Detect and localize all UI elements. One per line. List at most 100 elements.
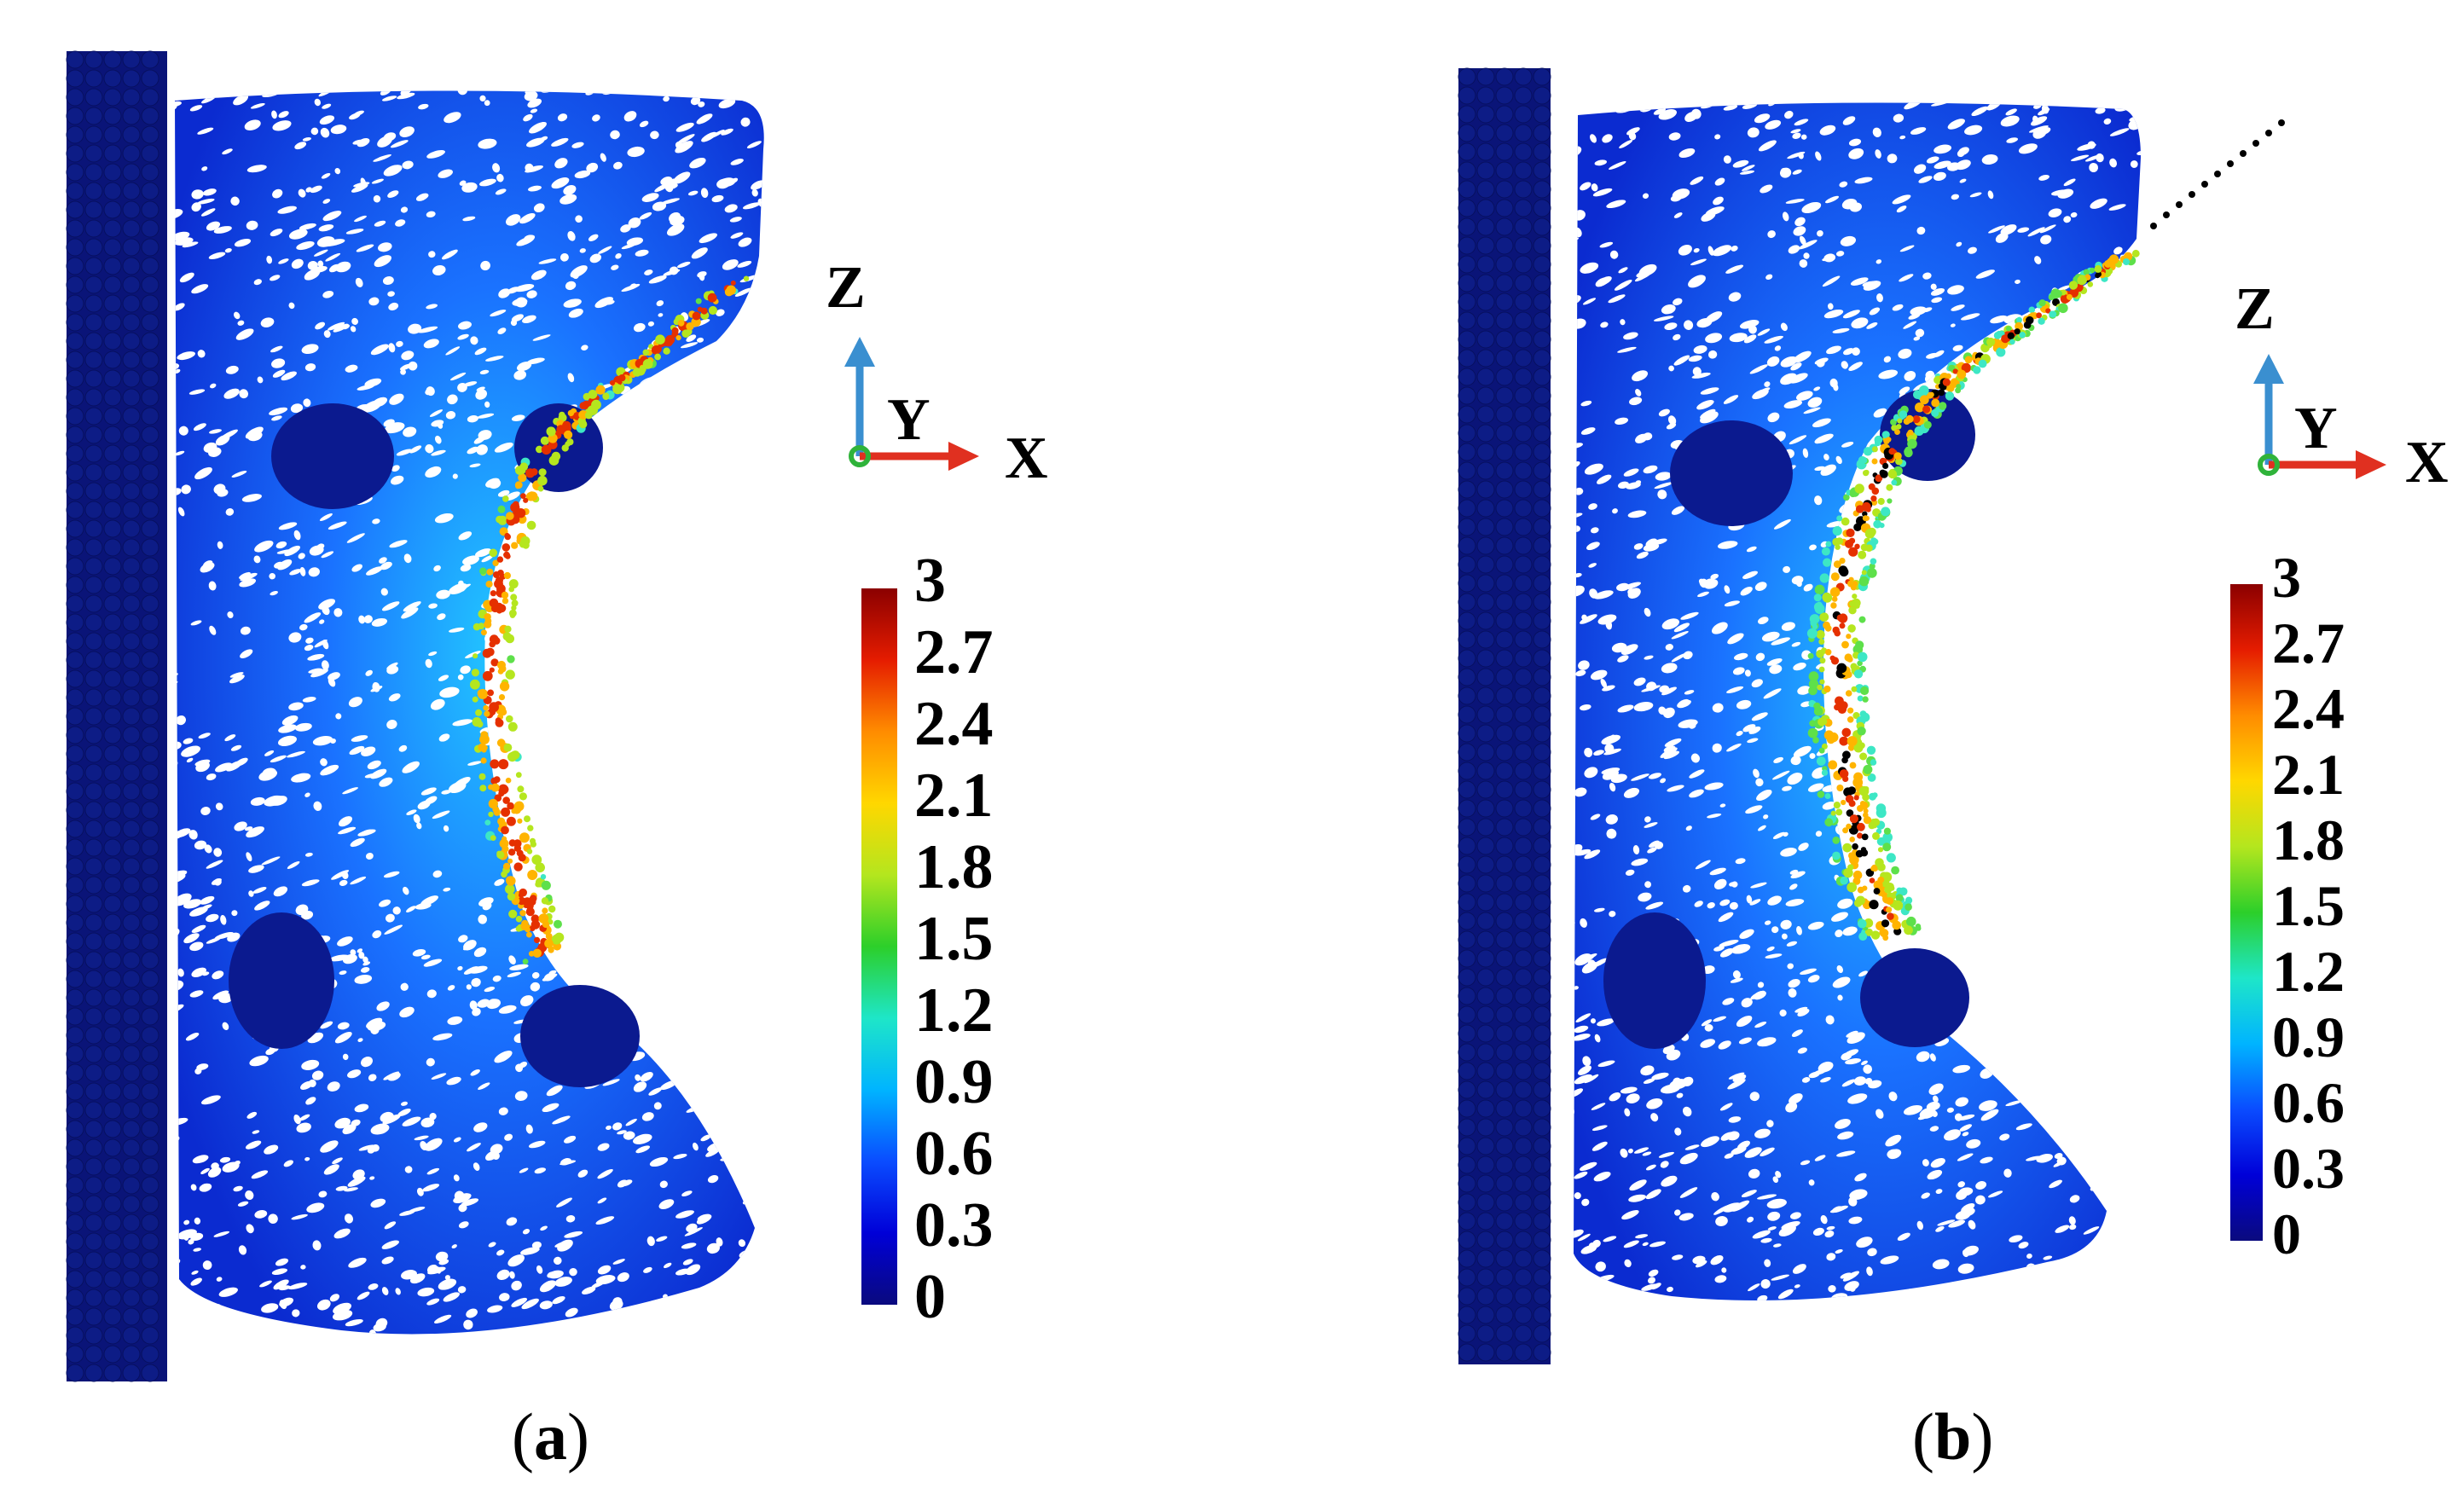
wall-particle	[1458, 630, 1476, 649]
damage-particle	[1877, 876, 1885, 883]
void-speck	[1959, 875, 1980, 883]
damage-particle	[534, 936, 541, 943]
damage-particle	[1868, 821, 1876, 830]
damage-particle	[1886, 906, 1893, 913]
void-speck	[303, 398, 311, 408]
void-speck	[733, 375, 751, 387]
void-speck	[423, 958, 443, 967]
void-speck	[461, 182, 478, 193]
void-speck	[197, 198, 215, 205]
void-speck	[296, 240, 315, 251]
void-speck	[209, 429, 222, 434]
void-speck	[1788, 988, 1797, 998]
void-speck	[2074, 638, 2090, 646]
void-speck	[190, 1232, 204, 1242]
void-speck	[537, 720, 548, 730]
void-speck	[2102, 1039, 2110, 1044]
void-speck	[368, 1283, 379, 1290]
void-speck	[531, 971, 540, 979]
damage-particle	[481, 747, 487, 753]
void-speck	[1737, 1140, 1750, 1150]
void-speck	[2090, 597, 2096, 603]
wall-particle	[1458, 1231, 1476, 1249]
damage-particle	[1864, 529, 1876, 539]
void-speck	[273, 1279, 289, 1290]
void-speck	[1649, 1241, 1666, 1248]
void-speck	[614, 865, 632, 876]
void-speck	[539, 1280, 556, 1293]
void-speck	[597, 1197, 607, 1204]
void-speck	[642, 962, 652, 972]
void-speck	[1800, 1160, 1811, 1166]
wall-particle	[141, 651, 159, 669]
void-speck	[1847, 1032, 1865, 1044]
void-speck	[530, 982, 541, 992]
void-speck	[746, 141, 762, 148]
void-speck	[1926, 1101, 1940, 1111]
void-speck	[391, 475, 404, 485]
damage-particle	[1865, 544, 1873, 552]
void-speck	[1591, 1239, 1601, 1248]
void-speck	[1814, 1155, 1826, 1161]
wall-particle	[141, 1307, 159, 1326]
void-speck	[1851, 317, 1869, 329]
void-speck	[675, 653, 689, 663]
void-speck	[208, 581, 217, 591]
void-speck	[222, 148, 233, 155]
wall-particle	[122, 688, 141, 707]
wall-particle	[1495, 443, 1514, 461]
wall-particle	[122, 1195, 141, 1213]
damage-particle	[1955, 387, 1962, 394]
wall-particle	[1514, 649, 1533, 668]
void-speck	[492, 975, 501, 982]
void-speck	[1633, 543, 1644, 550]
void-speck	[1597, 275, 1612, 286]
void-speck	[549, 695, 565, 707]
void-speck	[531, 1241, 542, 1249]
void-speck	[1574, 530, 1576, 536]
void-speck	[1900, 705, 1920, 715]
void-speck	[670, 1014, 677, 1019]
void-speck	[1991, 871, 2004, 883]
void-speck	[596, 517, 603, 524]
damage-particle	[1896, 424, 1902, 430]
void-speck	[2109, 128, 2130, 136]
void-speck	[434, 435, 442, 444]
void-speck	[566, 863, 579, 872]
void-speck	[597, 1168, 613, 1179]
wall-particle	[122, 482, 141, 501]
void-speck	[573, 918, 583, 928]
void-speck	[426, 989, 437, 999]
void-speck	[2078, 399, 2088, 405]
void-speck	[589, 969, 600, 976]
void-speck	[673, 1154, 687, 1160]
void-speck	[476, 444, 488, 455]
damage-particle	[1888, 448, 1896, 455]
void-speck	[2025, 1083, 2033, 1091]
void-speck	[217, 541, 223, 549]
void-speck	[2048, 208, 2062, 217]
void-speck	[753, 437, 761, 447]
void-speck	[646, 632, 661, 642]
void-speck	[1642, 1151, 1652, 1156]
void-speck	[542, 697, 552, 705]
wall-particle	[141, 744, 159, 763]
void-speck	[261, 1303, 279, 1313]
void-speck	[2053, 1160, 2066, 1167]
void-speck	[1968, 1219, 1976, 1230]
wall-particle	[1533, 968, 1551, 987]
damage-particle	[1882, 832, 1893, 843]
void-speck	[1749, 1092, 1760, 1102]
void-speck	[1822, 275, 1841, 287]
void-speck	[1683, 651, 1693, 660]
caption-paren: (	[1912, 1399, 1934, 1474]
wall-particle	[141, 69, 159, 88]
void-speck	[525, 163, 534, 172]
void-speck	[1600, 321, 1609, 328]
void-speck	[175, 488, 182, 495]
wall-particle	[1495, 874, 1514, 893]
wall-particle	[103, 275, 122, 294]
void-speck	[638, 941, 645, 949]
void-speck	[580, 1323, 593, 1334]
void-speck	[698, 489, 710, 496]
